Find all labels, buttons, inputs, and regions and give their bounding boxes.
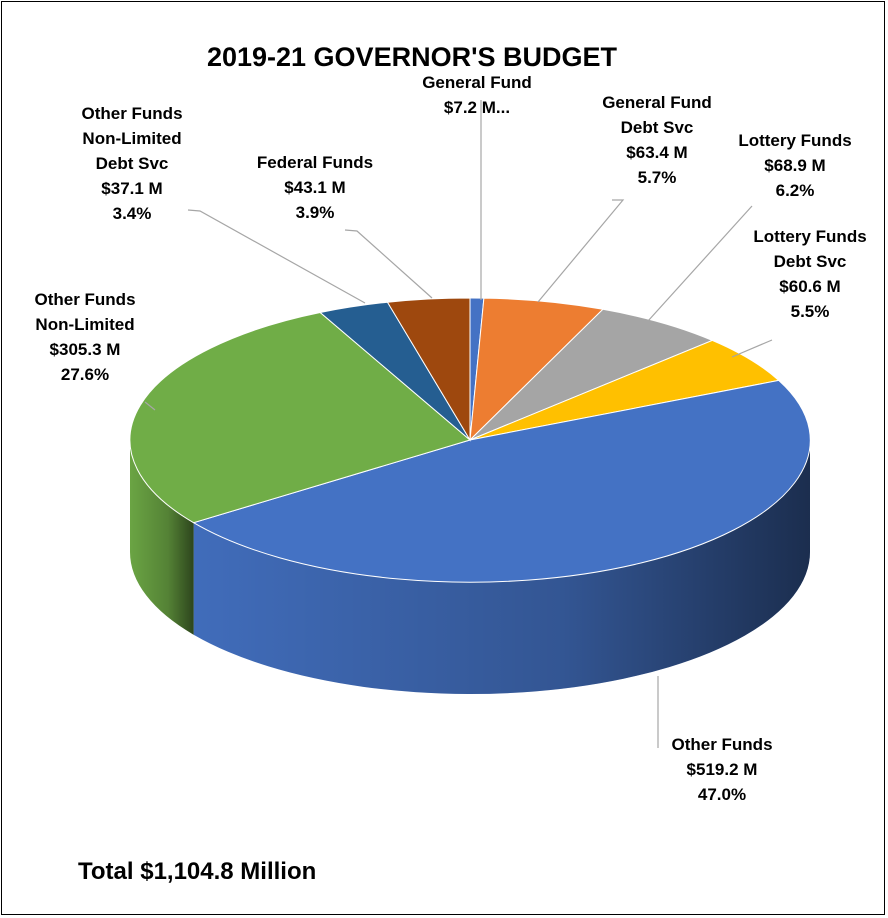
label-line-other-funds-non-limited-3: 27.6%: [61, 365, 109, 384]
label-other-funds-non-limited-debt-svc: Other Funds Non-Limited Debt Svc $37.1 M 3.4…: [81, 104, 182, 223]
label-line-general-fund-debt-svc-3: 5.7%: [638, 168, 677, 187]
label-line-federal-funds-0: Federal Funds: [257, 153, 373, 172]
label-other-funds: Other Funds $519.2 M 47.0%: [671, 735, 772, 804]
label-line-lottery-funds-2: 6.2%: [776, 181, 815, 200]
label-line-other-funds-non-limited-1: Non-Limited: [35, 315, 134, 334]
label-line-other-funds-non-limited-debt-svc-0: Other Funds: [81, 104, 182, 123]
label-lottery-funds-debt-svc: Lottery Funds Debt Svc $60.6 M 5.5%: [753, 227, 866, 321]
slice-lottery-funds: [469, 308, 714, 441]
label-other-funds-non-limited: Other Funds Non-Limited $305.3 M 27.6%: [34, 290, 135, 384]
label-line-other-funds-1: $519.2 M: [687, 760, 758, 779]
leader-federal-funds: [344, 229, 433, 299]
label-line-other-funds-0: Other Funds: [671, 735, 772, 754]
label-line-general-fund-1: $7.2 M...: [444, 98, 510, 117]
slice-federal-funds: [386, 297, 471, 442]
total-label: Total $1,104.8 Million: [78, 858, 317, 885]
label-general-fund-debt-svc: General Fund Debt Svc $63.4 M 5.7%: [602, 93, 712, 187]
label-line-other-funds-non-limited-debt-svc-4: 3.4%: [113, 204, 152, 223]
label-line-lottery-funds-debt-svc-2: $60.6 M: [779, 277, 840, 296]
leader-lottery-funds-debt-svc: [731, 339, 773, 358]
label-line-lottery-funds-debt-svc-3: 5.5%: [791, 302, 830, 321]
leader-general-fund-debt-svc: [537, 199, 625, 303]
label-line-general-fund-debt-svc-0: General Fund: [602, 93, 712, 112]
slice-other-funds: [192, 379, 811, 583]
pie-sides: [130, 440, 811, 695]
label-line-general-fund-debt-svc-1: Debt Svc: [621, 118, 694, 137]
label-line-general-fund-debt-svc-2: $63.4 M: [626, 143, 687, 162]
label-line-federal-funds-2: 3.9%: [296, 203, 335, 222]
slice-side-shade-other-funds: [193, 440, 811, 695]
label-line-general-fund-0: General Fund: [422, 73, 532, 92]
label-lottery-funds: Lottery Funds $68.9 M 6.2%: [738, 131, 851, 200]
label-general-fund: General Fund $7.2 M...: [422, 73, 532, 117]
leader-lottery-funds: [647, 205, 753, 322]
label-line-lottery-funds-debt-svc-0: Lottery Funds: [753, 227, 866, 246]
label-federal-funds: Federal Funds $43.1 M 3.9%: [257, 153, 373, 222]
chart-title: 2019-21 GOVERNOR'S BUDGET: [207, 42, 618, 72]
label-line-lottery-funds-1: $68.9 M: [764, 156, 825, 175]
label-line-other-funds-non-limited-debt-svc-3: $37.1 M: [101, 179, 162, 198]
label-line-other-funds-non-limited-0: Other Funds: [34, 290, 135, 309]
label-line-other-funds-non-limited-2: $305.3 M: [50, 340, 121, 359]
label-line-other-funds-2: 47.0%: [698, 785, 746, 804]
slice-side-shade-other-funds-non-limited: [130, 440, 194, 635]
pie-tops: [129, 297, 811, 583]
leader-other-funds-non-limited: [144, 401, 156, 411]
label-line-federal-funds-1: $43.1 M: [284, 178, 345, 197]
label-line-lottery-funds-debt-svc-1: Debt Svc: [774, 252, 847, 271]
label-line-other-funds-non-limited-debt-svc-2: Debt Svc: [96, 154, 169, 173]
slice-other-funds-non-limited: [129, 311, 472, 524]
label-line-other-funds-non-limited-debt-svc-1: Non-Limited: [82, 129, 181, 148]
slice-labels: General Fund $7.2 M... General Fund Debt Sv…: [34, 73, 866, 804]
leader-lines: [144, 100, 773, 748]
label-line-lottery-funds-0: Lottery Funds: [738, 131, 851, 150]
leader-other-funds-non-limited-debt-svc: [187, 209, 366, 304]
